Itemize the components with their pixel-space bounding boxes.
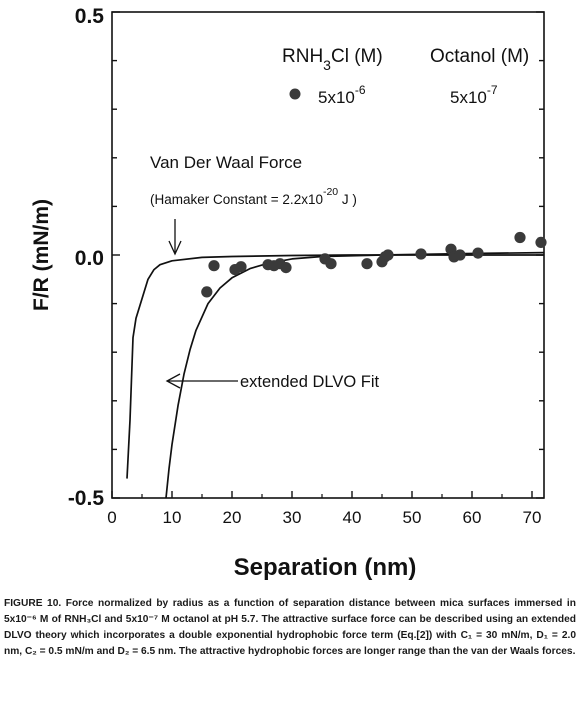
data-point (201, 286, 213, 298)
vdw-annotation-hamaker: (Hamaker Constant = 2.2x10-20 J ) (150, 186, 357, 207)
data-point (535, 236, 547, 248)
van-der-waal-curve (126, 254, 544, 479)
legend-conc-2: 5x10-7 (450, 83, 498, 107)
legend-marker (289, 88, 301, 100)
x-tick-label: 50 (403, 508, 422, 527)
legend-col1-header: RNH3Cl (M) (282, 46, 383, 73)
dlvo-annotation-label: extended DLVO Fit (240, 373, 380, 391)
legend-col2-header: Octanol (M) (430, 46, 529, 67)
legend-conc-1: 5x10-6 (318, 83, 366, 107)
y-axis-ticks (112, 11, 544, 499)
y-axis-label: F/R (mN/m) (30, 199, 53, 311)
data-point (514, 231, 526, 244)
data-point (280, 262, 292, 274)
force-vs-separation-chart: 0.5 0.0 -0.5 F/R (mN/m) Separation (nm) … (30, 5, 547, 581)
data-point (382, 249, 394, 261)
data-points (201, 231, 547, 298)
x-tick-label: 30 (283, 508, 302, 527)
data-point (235, 261, 247, 273)
legend: RNH3Cl (M) Octanol (M) 5x10-6 5x10-7 (282, 46, 529, 107)
vdw-annotation-title: Van Der Waal Force (150, 153, 302, 172)
y-tick-label-zero: 0.0 (75, 247, 104, 270)
figure-caption: FIGURE 10. Force normalized by radius as… (4, 598, 576, 657)
extended-dlvo-curve (165, 251, 545, 499)
x-tick-label: 10 (163, 508, 182, 527)
vdw-arrow (168, 219, 182, 256)
y-tick-label-top: 0.5 (75, 5, 105, 28)
dlvo-arrow (165, 373, 238, 389)
x-tick-label: 20 (223, 508, 242, 527)
x-tick-label: 40 (343, 508, 362, 527)
data-point (454, 249, 466, 261)
x-tick-label: 0 (107, 508, 116, 527)
data-point (472, 247, 484, 259)
data-point (415, 248, 427, 260)
x-tick-label: 60 (463, 508, 482, 527)
x-axis-ticks: 0 10 20 30 40 50 60 70 (107, 491, 541, 527)
data-point (325, 258, 337, 270)
data-point (361, 258, 373, 270)
x-tick-label: 70 (523, 508, 542, 527)
model-curves (126, 251, 545, 499)
data-point (208, 260, 220, 272)
x-axis-label: Separation (nm) (234, 554, 417, 581)
y-tick-label-bottom: -0.5 (68, 487, 105, 510)
